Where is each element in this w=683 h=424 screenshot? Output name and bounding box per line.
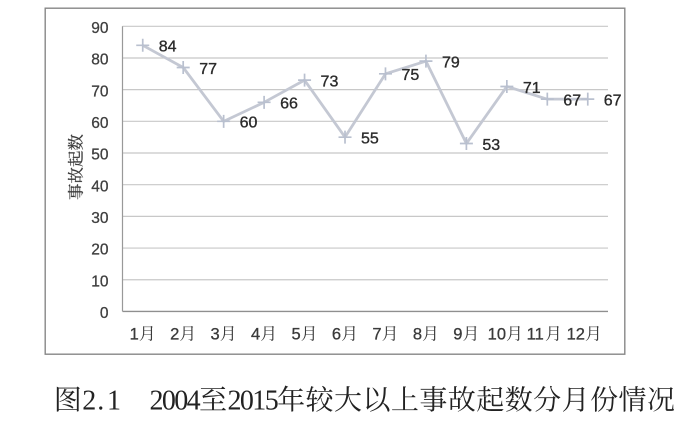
svg-text:2: 2 [149, 386, 163, 417]
svg-text:50: 50 [91, 147, 109, 164]
svg-text:5: 5 [291, 326, 300, 344]
svg-text:.: . [97, 386, 104, 417]
svg-text:10: 10 [488, 326, 506, 344]
svg-text:0: 0 [240, 386, 254, 417]
svg-text:10: 10 [91, 273, 109, 290]
svg-text:20: 20 [91, 242, 109, 259]
svg-text:0: 0 [162, 386, 176, 417]
svg-text:70: 70 [91, 83, 109, 100]
svg-text:53: 53 [482, 137, 500, 154]
svg-text:2: 2 [170, 326, 179, 344]
svg-text:8: 8 [413, 326, 422, 344]
svg-text:60: 60 [240, 115, 258, 132]
svg-text:90: 90 [91, 20, 109, 37]
svg-text:4: 4 [187, 386, 201, 417]
svg-text:7: 7 [372, 326, 381, 344]
svg-text:1: 1 [252, 386, 266, 417]
svg-text:0: 0 [100, 305, 109, 322]
svg-text:66: 66 [280, 96, 298, 113]
svg-text:84: 84 [159, 39, 177, 56]
svg-text:1: 1 [130, 326, 139, 344]
svg-text:80: 80 [91, 52, 109, 69]
svg-text:77: 77 [199, 61, 217, 78]
svg-text:11: 11 [527, 326, 544, 344]
svg-text:0: 0 [174, 386, 188, 417]
svg-text:12: 12 [567, 326, 585, 344]
svg-text:71: 71 [523, 80, 541, 97]
svg-text:3: 3 [211, 326, 220, 344]
svg-text:5: 5 [265, 386, 279, 417]
svg-text:73: 73 [321, 73, 339, 90]
svg-text:67: 67 [604, 92, 622, 109]
svg-text:60: 60 [91, 115, 109, 132]
svg-text:1: 1 [107, 386, 121, 417]
svg-text:9: 9 [453, 326, 462, 344]
svg-text:79: 79 [442, 54, 460, 71]
svg-text:67: 67 [563, 92, 581, 109]
svg-text:40: 40 [91, 178, 109, 195]
svg-text:75: 75 [401, 67, 419, 84]
svg-text:30: 30 [91, 210, 109, 227]
svg-text:2: 2 [82, 386, 96, 417]
svg-text:55: 55 [361, 130, 379, 147]
svg-text:4: 4 [251, 326, 260, 344]
svg-text:2: 2 [228, 386, 242, 417]
svg-text:6: 6 [332, 326, 341, 344]
